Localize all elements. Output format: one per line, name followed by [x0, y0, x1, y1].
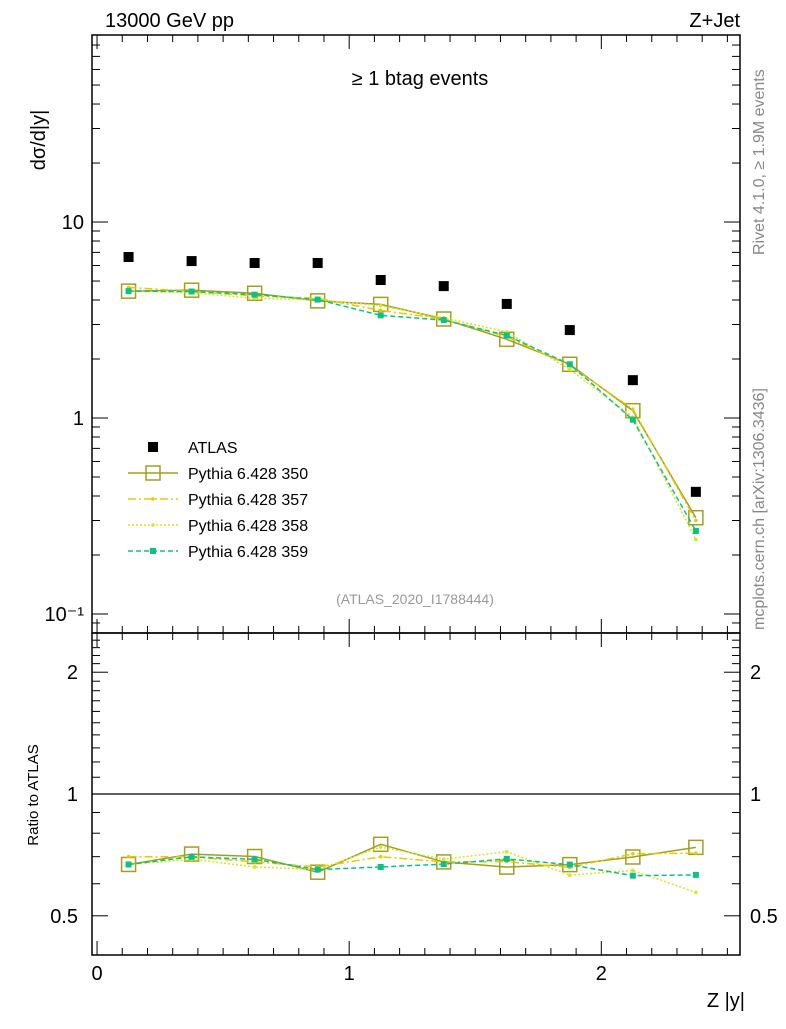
- data-point: [251, 291, 258, 298]
- data-point: [378, 308, 383, 313]
- ratio-series-line: [128, 846, 697, 894]
- legend-marker: [151, 523, 155, 527]
- data-point: [375, 275, 386, 286]
- data-point: [188, 288, 195, 295]
- ratio-data-point: [377, 863, 384, 870]
- data-point: [694, 537, 698, 542]
- data-point: [123, 252, 134, 263]
- ratio-series-line: [128, 856, 696, 877]
- legend-label: ATLAS: [188, 440, 238, 457]
- data-point: [503, 332, 510, 339]
- data-point: [631, 407, 635, 411]
- data-point: [562, 356, 578, 373]
- ratio-data-point: [440, 861, 447, 868]
- y-tick-label: 10⁻¹: [45, 604, 85, 626]
- y-tick-label: 10: [62, 212, 84, 234]
- ratio-data-point: [372, 836, 389, 853]
- ratio-y-tick-label-right: 2: [750, 662, 761, 684]
- ratio-data-point: [629, 872, 636, 879]
- data-point: [312, 257, 323, 268]
- ratio-data-point: [568, 873, 572, 878]
- data-point: [440, 317, 447, 324]
- annotation: ≥ 1 btag events: [352, 68, 489, 90]
- data-point: [692, 528, 699, 535]
- legend-label: Pythia 6.428 359: [188, 544, 308, 561]
- ratio-y-axis-label: Ratio to ATLAS: [25, 744, 42, 845]
- ratio-series-line: [128, 852, 696, 869]
- ratio-data-point: [625, 849, 641, 865]
- ratio-data-point: [631, 868, 635, 873]
- data-point: [314, 296, 321, 303]
- ratio-data-point: [251, 856, 258, 863]
- data-point: [566, 361, 573, 368]
- rivet-label: Rivet 4.1.0, ≥ 1.9M events: [751, 69, 768, 255]
- title-left: 13000 GeV pp: [105, 10, 234, 32]
- series-line: [128, 290, 697, 540]
- y-axis-label: dσ/d|y|: [28, 110, 50, 171]
- legend-label: Pythia 6.428 350: [188, 466, 308, 483]
- legend-label: Pythia 6.428 358: [188, 518, 308, 535]
- data-point: [377, 312, 384, 319]
- ratio-data-point: [126, 854, 131, 859]
- ratio-data-point: [125, 861, 132, 868]
- data-point: [120, 283, 137, 299]
- data-point: [249, 257, 260, 268]
- ratio-y-tick-label: 0.5: [50, 906, 78, 928]
- ratio-data-point: [566, 861, 573, 868]
- ratio-y-tick-label-right: 1: [750, 784, 761, 806]
- data-point: [183, 282, 200, 298]
- ratio-data-point: [378, 845, 383, 849]
- x-tick-label: 2: [596, 963, 607, 985]
- ratio-data-point: [631, 851, 635, 856]
- legend-marker: [151, 497, 155, 501]
- legend-label: Pythia 6.428 357: [188, 492, 308, 509]
- data-point: [690, 486, 701, 497]
- data-point: [501, 298, 512, 309]
- ratio-data-point: [694, 890, 698, 895]
- legend-marker: [145, 465, 161, 481]
- legend-marker: [150, 548, 156, 554]
- ratio-data-point: [183, 846, 200, 862]
- data-point: [378, 303, 383, 308]
- ratio-data-point: [188, 853, 195, 860]
- x-axis-label: Z |y|: [707, 990, 745, 1012]
- data-point: [186, 256, 197, 267]
- y-tick-label: 1: [73, 408, 84, 430]
- ratio-y-tick-label-right: 0.5: [750, 906, 778, 928]
- data-point: [694, 518, 698, 523]
- ratio-y-tick-label: 2: [67, 662, 78, 684]
- data-point: [629, 416, 636, 423]
- legend-marker: [148, 442, 158, 452]
- x-tick-label: 0: [91, 963, 102, 985]
- ratio-data-point: [441, 857, 446, 861]
- ratio-data-point: [504, 849, 509, 854]
- series-line: [128, 289, 697, 519]
- data-point: [246, 285, 263, 302]
- ratio-data-point: [314, 866, 321, 873]
- ratio-data-point: [503, 855, 510, 862]
- analysis-label: (ATLAS_2020_I1788444): [336, 591, 494, 607]
- ratio-data-point: [692, 871, 699, 878]
- series-line: [128, 286, 697, 521]
- ratio-data-point: [694, 851, 698, 855]
- data-point: [438, 281, 449, 292]
- mcplots-label: mcplots.cern.ch [arXiv:1306.3436]: [751, 388, 768, 630]
- x-tick-label: 1: [344, 963, 355, 985]
- data-point: [627, 375, 638, 386]
- data-point: [564, 325, 575, 336]
- data-point: [125, 288, 132, 295]
- ratio-data-point: [378, 854, 383, 859]
- ratio-data-point: [252, 865, 257, 869]
- title-right: Z+Jet: [689, 10, 740, 32]
- data-point: [568, 367, 572, 372]
- ratio-y-tick-label: 1: [67, 784, 78, 806]
